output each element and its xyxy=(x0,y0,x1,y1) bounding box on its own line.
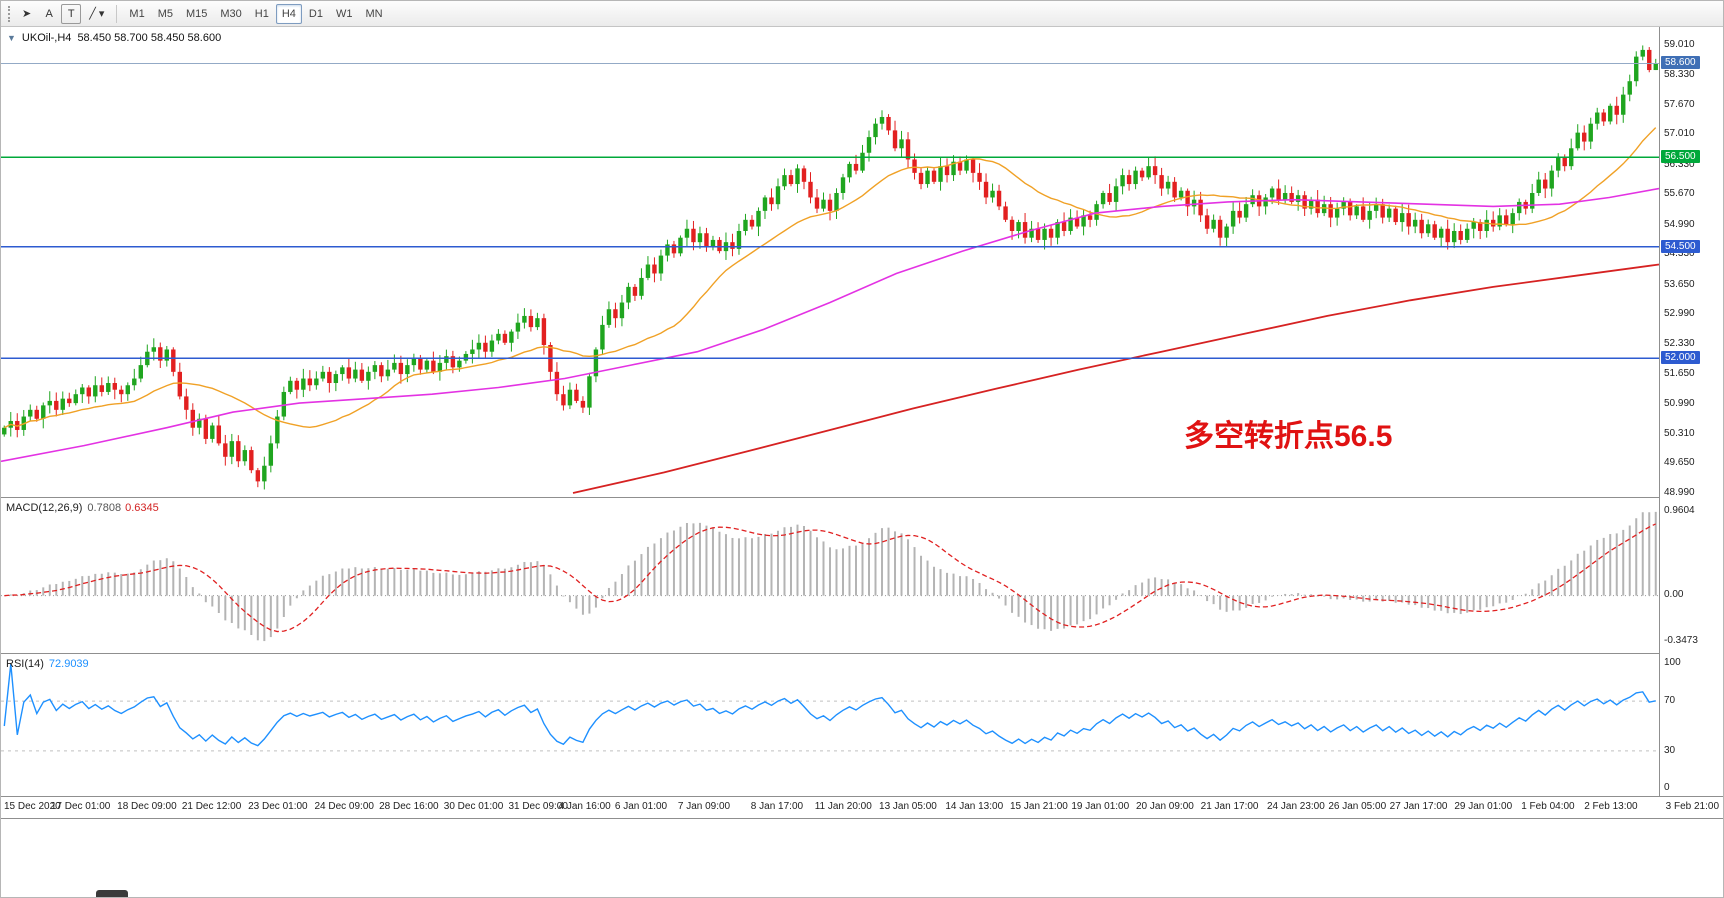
price-axis-label: 49.650 xyxy=(1664,457,1695,469)
macd-axis-label: 0.00 xyxy=(1664,589,1684,601)
time-axis-label: 30 Dec 01:00 xyxy=(443,801,504,812)
price-axis-label: 54.990 xyxy=(1664,218,1695,230)
time-axis-label: 31 Dec 09:00 xyxy=(508,801,568,812)
time-axis-label: 24 Jan 23:00 xyxy=(1266,801,1325,812)
time-axis-label: 7 Jan 09:00 xyxy=(677,801,731,812)
price-axis-label: 57.010 xyxy=(1664,128,1695,140)
timeframe-button-h1[interactable]: H1 xyxy=(249,4,275,24)
price-axis-label: 50.990 xyxy=(1664,397,1695,409)
toolbar-separator xyxy=(116,4,118,23)
time-axis[interactable]: 15 Dec 2020 17 Dec 01:00 18 Dec 09:00 21 De… xyxy=(1,796,1723,818)
time-axis-label: 6 Jan 01:00 xyxy=(614,801,668,812)
price-axis-label: 51.650 xyxy=(1664,368,1695,380)
ohlc-readout: 58.450 58.700 58.450 58.600 xyxy=(77,32,222,44)
price-axis-label: 57.670 xyxy=(1664,98,1695,110)
text-label-tool-icon[interactable]: A xyxy=(39,4,59,24)
time-axis-label: 24 Dec 09:00 xyxy=(314,801,374,812)
price-line-badge: 56.500 xyxy=(1661,150,1700,164)
time-axis-label: 29 Jan 01:00 xyxy=(1454,801,1513,812)
time-axis-label: 3 Feb 21:00 xyxy=(1665,801,1719,812)
chart-annotation: 多空转折点56.5 xyxy=(1184,420,1393,453)
current-price-badge: 58.600 xyxy=(1661,56,1700,70)
chart-bottom-border xyxy=(1,818,1723,819)
timeframe-button-mn[interactable]: MN xyxy=(359,4,388,24)
macd-axis-label: -0.3473 xyxy=(1664,635,1698,646)
price-axis-label: 48.990 xyxy=(1664,487,1695,498)
timeframe-button-m5[interactable]: M5 xyxy=(152,4,179,24)
rsi-axis-label: 30 xyxy=(1664,744,1676,756)
rsi-axis-label: 0 xyxy=(1664,782,1670,793)
one-click-trading-toggle[interactable]: ▼ xyxy=(7,33,16,43)
rsi-value: 72.9039 xyxy=(48,658,89,670)
macd-header: MACD(12,26,9) 0.7808 0.6345 xyxy=(6,502,159,514)
time-axis-label: 26 Jan 05:00 xyxy=(1328,801,1387,812)
time-axis-label: 18 Dec 09:00 xyxy=(117,801,177,812)
price-axis-label: 58.330 xyxy=(1664,69,1695,81)
time-axis-label: 15 Jan 21:00 xyxy=(1009,801,1068,812)
toolbar: ➤ A T ╱ ▾ M1 M5 M15 M30 H1 H4 D1 W1 MN xyxy=(1,1,1723,27)
time-axis-label: 2 Feb 13:00 xyxy=(1584,801,1638,812)
price-axis-label: 52.330 xyxy=(1664,337,1695,349)
time-axis-label: 21 Jan 17:00 xyxy=(1200,801,1259,812)
rsi-header: RSI(14) 72.9039 xyxy=(6,658,89,670)
rsi-plot[interactable] xyxy=(1,654,1659,796)
time-axis-label: 4 Jan 16:00 xyxy=(558,801,611,812)
macd-label: MACD(12,26,9) xyxy=(6,502,83,514)
time-axis-label: 13 Jan 05:00 xyxy=(879,801,937,812)
time-axis-label: 17 Dec 01:00 xyxy=(50,801,111,812)
macd-pane[interactable]: MACD(12,26,9) 0.7808 0.6345 xyxy=(1,497,1659,653)
price-axis-label: 54.330 xyxy=(1664,248,1695,260)
timeframe-button-h4[interactable]: H4 xyxy=(275,3,302,24)
price-axis-label: 59.010 xyxy=(1664,39,1695,50)
time-axis-label: 19 Jan 01:00 xyxy=(1071,801,1130,812)
macd-main-value: 0.7808 xyxy=(87,502,122,514)
time-axis-label: 15 Dec 2020 xyxy=(4,801,61,812)
macd-signal-value: 0.6345 xyxy=(125,502,159,514)
symbol-header: ▼ UKOil-,H4 58.450 58.700 58.450 58.600 xyxy=(7,32,221,44)
price-axis-label: 53.650 xyxy=(1664,278,1695,290)
price-line-badge: 54.500 xyxy=(1661,239,1700,253)
time-axis-label: 28 Dec 16:00 xyxy=(379,801,439,812)
rsi-label: RSI(14) xyxy=(6,658,44,670)
price-axis-label: 55.670 xyxy=(1664,188,1695,200)
price-line-badge: 52.000 xyxy=(1661,351,1700,365)
time-axis-label: 11 Jan 20:00 xyxy=(814,801,872,812)
macd-plot[interactable] xyxy=(1,498,1659,653)
text-frame-tool-icon[interactable]: T xyxy=(61,3,82,24)
timeframe-button-m30[interactable]: M30 xyxy=(214,4,247,24)
timeframe-button-m15[interactable]: M15 xyxy=(180,4,213,24)
candlestick-chart[interactable] xyxy=(1,27,1659,497)
rsi-axis-label: 70 xyxy=(1664,694,1676,706)
price-chart-pane[interactable]: ▼ UKOil-,H4 58.450 58.700 58.450 58.600 … xyxy=(1,27,1659,497)
time-axis-label: 8 Jan 17:00 xyxy=(750,801,804,812)
macd-axis-label: 0.9604 xyxy=(1664,505,1695,516)
line-studies-dropdown-icon[interactable]: ╱ ▾ xyxy=(83,4,110,24)
timeframe-button-d1[interactable]: D1 xyxy=(303,4,329,24)
price-axis-label: 52.990 xyxy=(1664,308,1695,320)
time-axis-label: 21 Dec 12:00 xyxy=(181,801,242,812)
time-axis-label: 23 Dec 01:00 xyxy=(248,801,308,812)
price-axis-label: 56.330 xyxy=(1664,158,1695,170)
rsi-axis-label: 100 xyxy=(1664,657,1681,668)
timeframe-button-w1[interactable]: W1 xyxy=(330,4,359,24)
time-axis-label: 20 Jan 09:00 xyxy=(1135,801,1194,812)
symbol-title: UKOil-,H4 xyxy=(21,32,72,44)
time-axis-label: 27 Jan 17:00 xyxy=(1389,801,1448,812)
toolbar-drag-handle[interactable] xyxy=(8,5,10,22)
cursor-tool-icon[interactable]: ➤ xyxy=(16,4,37,24)
rsi-pane[interactable]: RSI(14) 72.9039 xyxy=(1,653,1659,796)
drawing-tools-group: ➤ A T ╱ ▾ xyxy=(16,3,110,24)
time-axis-label: 14 Jan 13:00 xyxy=(945,801,1004,812)
time-axis-label: 1 Feb 04:00 xyxy=(1521,801,1575,812)
price-axis[interactable]: 59.010 58.330 57.670 57.010 56.330 55.670 54.9… xyxy=(1659,27,1723,796)
timeframe-buttons-group: M1 M5 M15 M30 H1 H4 D1 W1 MN xyxy=(123,3,388,24)
price-axis-label: 50.310 xyxy=(1664,427,1695,439)
taskbar-fragment xyxy=(96,890,128,897)
timeframe-button-m1[interactable]: M1 xyxy=(123,4,150,24)
